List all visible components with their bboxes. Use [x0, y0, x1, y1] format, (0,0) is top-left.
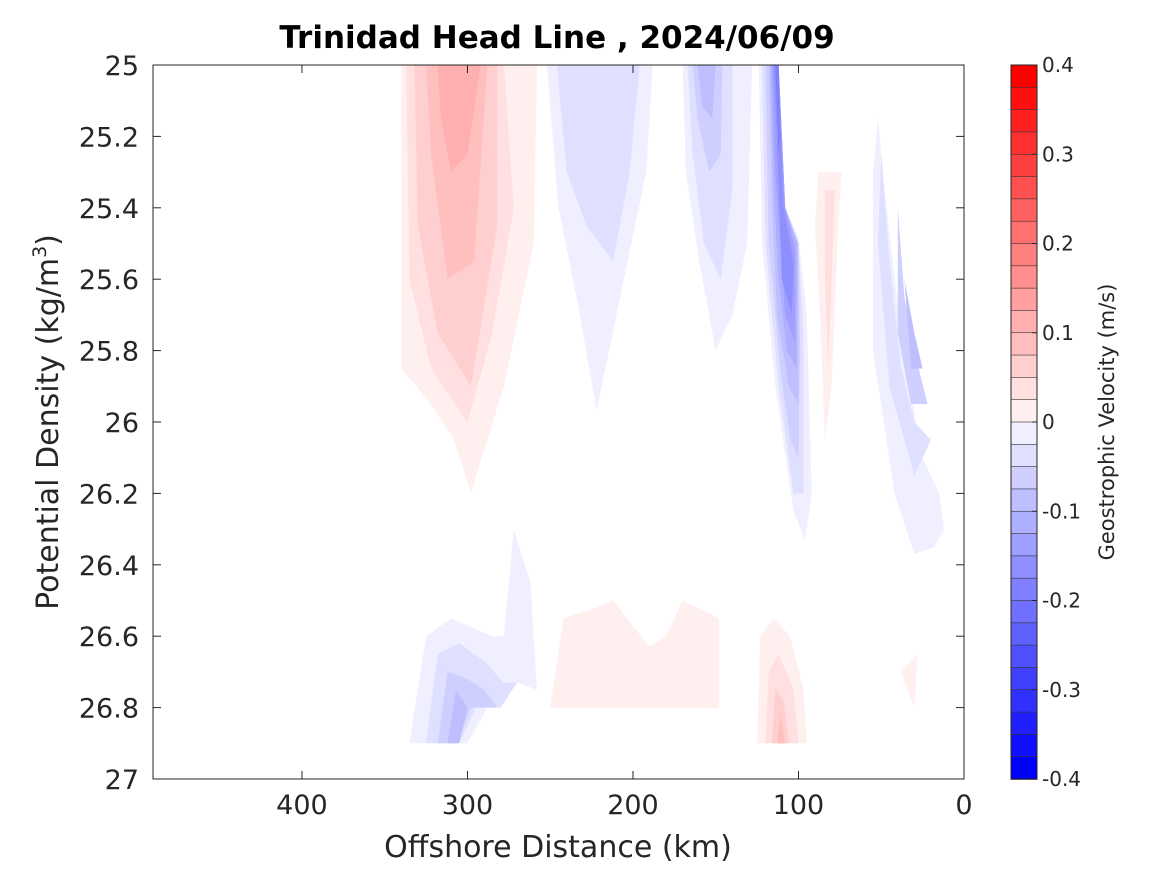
x-axis-label: Offshore Distance (km) [384, 830, 732, 865]
colorbar-swatch [1010, 109, 1038, 133]
colorbar-swatch [1010, 689, 1038, 713]
colorbar-swatch [1010, 310, 1038, 334]
contour-coastal-negative [873, 118, 945, 555]
contour-nearshore-positive [825, 190, 835, 369]
y-tick-label: 25.2 [79, 122, 139, 153]
colorbar-tick-label: -0.2 [1042, 589, 1081, 613]
colorbar-tick-label: 0.4 [1042, 53, 1074, 77]
y-tick-label: 26.2 [79, 479, 139, 510]
colorbar-tick-label: -0.3 [1042, 678, 1081, 702]
x-axis-ticks: 400 300 200 100 0 [276, 65, 973, 821]
colorbar-swatch [1010, 354, 1038, 379]
colorbar-swatch [1010, 622, 1038, 646]
contour-coastal-positive [901, 654, 918, 708]
colorbar-swatch [1010, 600, 1038, 624]
y-tick-label: 26.4 [79, 551, 139, 582]
colorbar-swatch [1010, 711, 1038, 736]
y-tick-label: 25.4 [79, 194, 139, 225]
plot-area: 400 300 200 100 0 25 25.2 25.4 25.6 25.8 26 26.2 26… [79, 51, 973, 821]
colorbar-tick-label: 0.3 [1042, 142, 1074, 166]
chart-title: Trinidad Head Line , 2024/06/09 [279, 20, 834, 56]
contour-shelf-jet [775, 65, 781, 155]
colorbar-swatch [1010, 377, 1038, 401]
x-tick-label: 400 [276, 790, 328, 821]
colorbar-swatch [1010, 466, 1038, 490]
colorbar-swatch [1010, 176, 1038, 200]
colorbar-tick-label: -0.1 [1042, 499, 1081, 523]
y-axis-label-close: ) [31, 234, 66, 246]
colorbar-swatch [1010, 243, 1038, 267]
colorbar-swatch [1010, 64, 1038, 89]
contour-deep-negative [447, 689, 468, 744]
colorbar-tick-label: 0.2 [1042, 232, 1074, 256]
colorbar-swatch [1010, 667, 1038, 691]
colorbar-swatch [1010, 399, 1038, 423]
x-tick-label: 100 [773, 790, 825, 821]
contour-shelf-positive [777, 714, 786, 744]
contour-mid-negative-band [692, 65, 723, 173]
y-tick-label: 25.6 [79, 265, 139, 296]
contour-offshore-positive-core [437, 65, 481, 173]
y-axis-label-superscript: 3 [29, 246, 51, 258]
colorbar-ticks: 0.4 0.3 0.2 0.1 0 -0.1 -0.2 -0.3 -0.4 [1032, 53, 1081, 791]
colorbar-swatch [1010, 577, 1038, 602]
colorbar-swatch [1010, 87, 1038, 111]
colorbar-swatch [1010, 220, 1038, 245]
x-tick-label: 200 [607, 790, 659, 821]
colorbar-swatch [1010, 265, 1038, 289]
colorbar-swatch [1010, 287, 1038, 312]
colorbar-tick-label: 0.1 [1042, 321, 1074, 345]
y-tick-label: 27 [105, 765, 139, 796]
colorbar-swatch [1010, 510, 1038, 535]
colorbar-swatch [1010, 644, 1038, 669]
colorbar-tick-label: -0.4 [1042, 767, 1081, 791]
colorbar-tick-label: 0 [1042, 410, 1055, 434]
y-axis-ticks: 25 25.2 25.4 25.6 25.8 26 26.2 26.4 26.6 26.8 27 [79, 51, 964, 796]
y-tick-label: 25.8 [79, 337, 139, 368]
colorbar-swatch [1010, 332, 1038, 356]
contour-fills [401, 65, 945, 744]
colorbar-swatch [1010, 734, 1038, 758]
y-tick-label: 25 [105, 51, 139, 82]
contour-coastal-negative [904, 279, 923, 369]
x-tick-label: 300 [442, 790, 494, 821]
colorbar: 0.4 0.3 0.2 0.1 0 -0.1 -0.2 -0.3 -0.4 [1010, 53, 1081, 791]
contour-mid-negative-band [697, 65, 716, 119]
colorbar-swatch [1010, 153, 1038, 178]
y-tick-label: 26.6 [79, 622, 139, 653]
contour-coastal-negative [877, 154, 931, 476]
colorbar-swatch [1010, 488, 1038, 513]
colorbar-swatch [1010, 198, 1038, 222]
colorbar-swatch [1010, 756, 1038, 780]
colorbar-swatch [1010, 131, 1038, 156]
contour-offshore-negative-band [556, 65, 640, 262]
colorbar-swatch [1010, 555, 1038, 579]
y-tick-label: 26 [105, 408, 139, 439]
contour-coastal-negative [897, 207, 928, 405]
colorbar-label: Geostrophic Velocity (m/s) [1095, 284, 1119, 561]
x-tick-label: 0 [955, 790, 972, 821]
y-axis-label: Potential Density (kg/m3) [29, 234, 66, 610]
colorbar-swatch [1010, 533, 1038, 557]
colorbar-swatch [1010, 421, 1038, 446]
contour-deep-positive [550, 600, 719, 708]
colorbar-swatch [1010, 444, 1038, 468]
y-axis-label-main: Potential Density (kg/m [31, 258, 66, 610]
y-tick-label: 26.8 [79, 694, 139, 725]
